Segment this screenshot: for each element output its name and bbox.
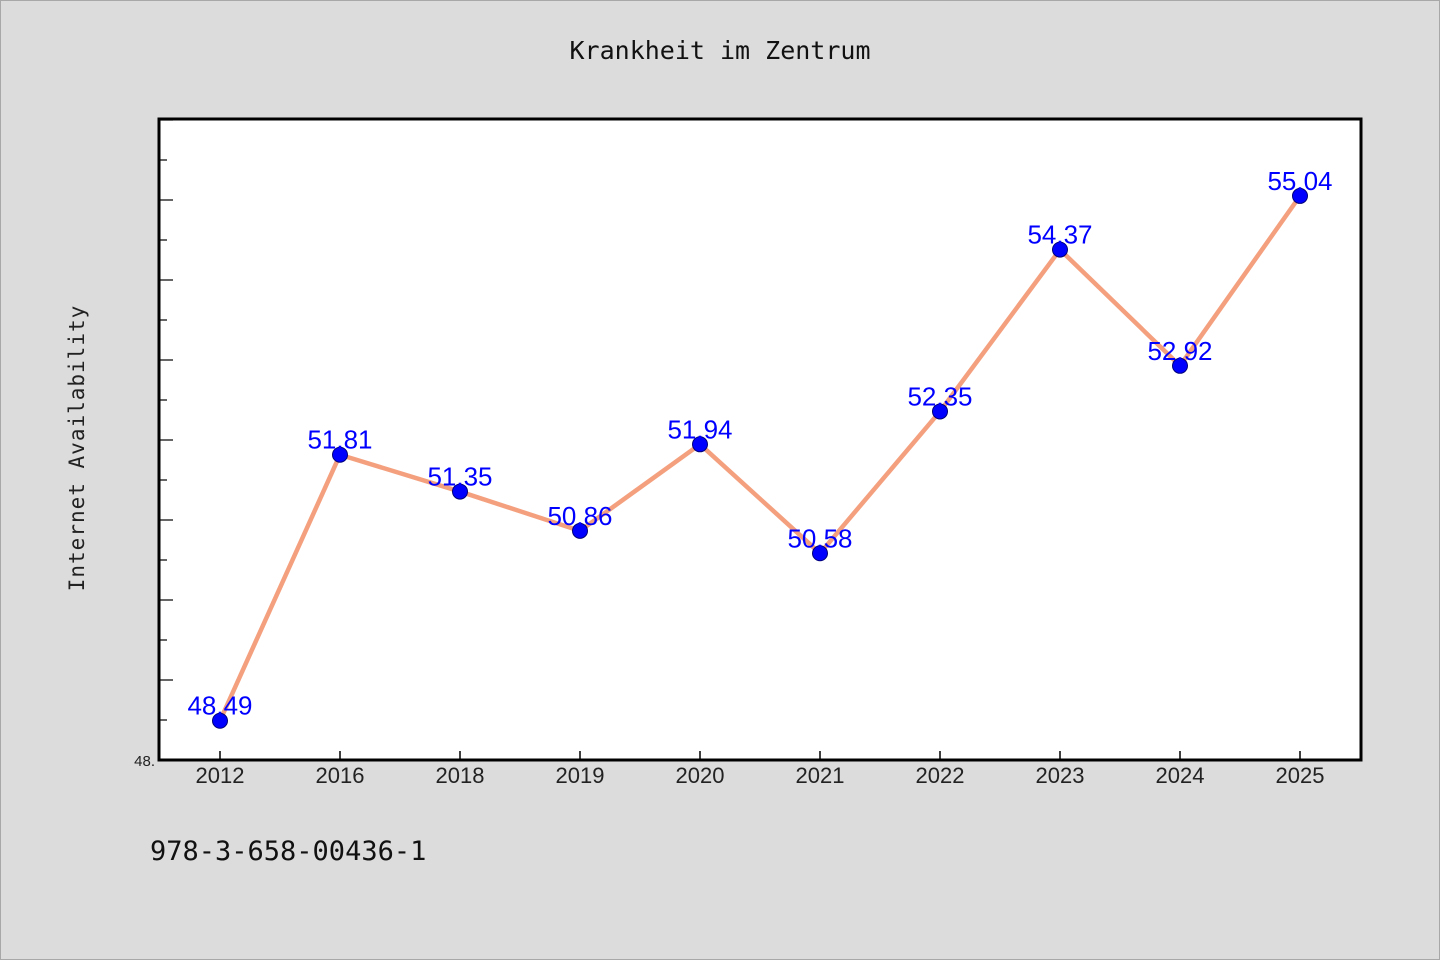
- data-label: 52.35: [907, 381, 972, 411]
- data-point: [572, 522, 588, 539]
- y-axis-ticks: 48.: [134, 119, 173, 770]
- data-label: 54.37: [1027, 220, 1092, 250]
- data-point: [1292, 187, 1308, 204]
- data-point: [812, 545, 828, 562]
- data-label: 52.92: [1147, 336, 1212, 366]
- data-point: [452, 483, 468, 500]
- data-label: 55.04: [1267, 166, 1332, 196]
- x-tick-label: 2016: [316, 763, 365, 788]
- data-labels-group: 48.49 51.81 51.35 50.86 51.94 50.58 52.35 54.37…: [187, 166, 1332, 721]
- data-label: 50.86: [547, 501, 612, 531]
- data-point: [932, 403, 948, 420]
- x-axis-ticks: 2012 2016 2018 2019 2020 2021 2022 2023 2024 2025: [196, 751, 1325, 788]
- x-tick-label: 2020: [676, 763, 725, 788]
- x-tick-label: 2025: [1276, 763, 1325, 788]
- data-label: 50.58: [787, 523, 852, 553]
- data-point: [332, 446, 348, 463]
- data-label: 51.35: [427, 462, 492, 492]
- y-tick-label: 48.: [134, 753, 155, 770]
- x-tick-label: 2022: [916, 763, 965, 788]
- x-tick-label: 2012: [196, 763, 245, 788]
- data-label: 51.94: [667, 414, 732, 444]
- data-point: [212, 712, 228, 729]
- data-point: [692, 436, 708, 453]
- x-tick-label: 2024: [1156, 763, 1205, 788]
- data-label: 48.49: [187, 691, 252, 721]
- chart-title: Krankheit im Zentrum: [569, 36, 871, 65]
- series-group: [212, 187, 1308, 729]
- x-tick-label: 2023: [1036, 763, 1085, 788]
- x-tick-label: 2019: [556, 763, 605, 788]
- x-tick-label: 2021: [796, 763, 845, 788]
- data-point: [1172, 357, 1188, 374]
- data-point: [1052, 241, 1068, 258]
- series-line: [217, 193, 1303, 723]
- x-tick-label: 2018: [436, 763, 485, 788]
- data-label: 51.81: [307, 425, 372, 455]
- plot-area: [157, 117, 1363, 762]
- footer-isbn: 978-3-658-00436-1: [150, 836, 427, 867]
